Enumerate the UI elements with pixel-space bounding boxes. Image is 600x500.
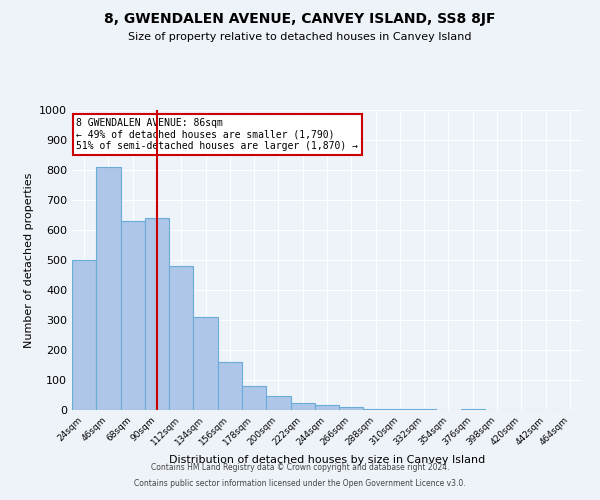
Bar xyxy=(193,317,218,410)
Text: 8 GWENDALEN AVENUE: 86sqm
← 49% of detached houses are smaller (1,790)
51% of se: 8 GWENDALEN AVENUE: 86sqm ← 49% of detac… xyxy=(76,118,358,150)
Bar xyxy=(121,221,145,410)
Bar xyxy=(461,408,485,410)
Bar xyxy=(145,218,169,410)
Bar xyxy=(266,396,290,410)
Bar xyxy=(315,404,339,410)
Bar xyxy=(72,260,96,410)
Y-axis label: Number of detached properties: Number of detached properties xyxy=(23,172,34,348)
Bar xyxy=(388,409,412,410)
X-axis label: Distribution of detached houses by size in Canvey Island: Distribution of detached houses by size … xyxy=(169,456,485,466)
Text: Contains public sector information licensed under the Open Government Licence v3: Contains public sector information licen… xyxy=(134,478,466,488)
Bar xyxy=(218,362,242,410)
Text: 8, GWENDALEN AVENUE, CANVEY ISLAND, SS8 8JF: 8, GWENDALEN AVENUE, CANVEY ISLAND, SS8 … xyxy=(104,12,496,26)
Bar xyxy=(339,407,364,410)
Bar xyxy=(290,402,315,410)
Text: Contains HM Land Registry data © Crown copyright and database right 2024.: Contains HM Land Registry data © Crown c… xyxy=(151,464,449,472)
Text: Size of property relative to detached houses in Canvey Island: Size of property relative to detached ho… xyxy=(128,32,472,42)
Bar xyxy=(242,386,266,410)
Bar xyxy=(96,167,121,410)
Bar xyxy=(364,408,388,410)
Bar xyxy=(169,266,193,410)
